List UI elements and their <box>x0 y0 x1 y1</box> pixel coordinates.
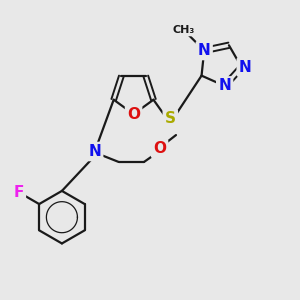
Text: CH₃: CH₃ <box>172 25 194 34</box>
Text: N: N <box>218 78 231 93</box>
Text: N: N <box>198 43 211 58</box>
Text: N: N <box>239 60 251 75</box>
Text: O: O <box>153 141 166 156</box>
Text: N: N <box>88 144 101 159</box>
Text: S: S <box>165 111 176 126</box>
Text: O: O <box>127 107 140 122</box>
Text: F: F <box>14 184 24 200</box>
